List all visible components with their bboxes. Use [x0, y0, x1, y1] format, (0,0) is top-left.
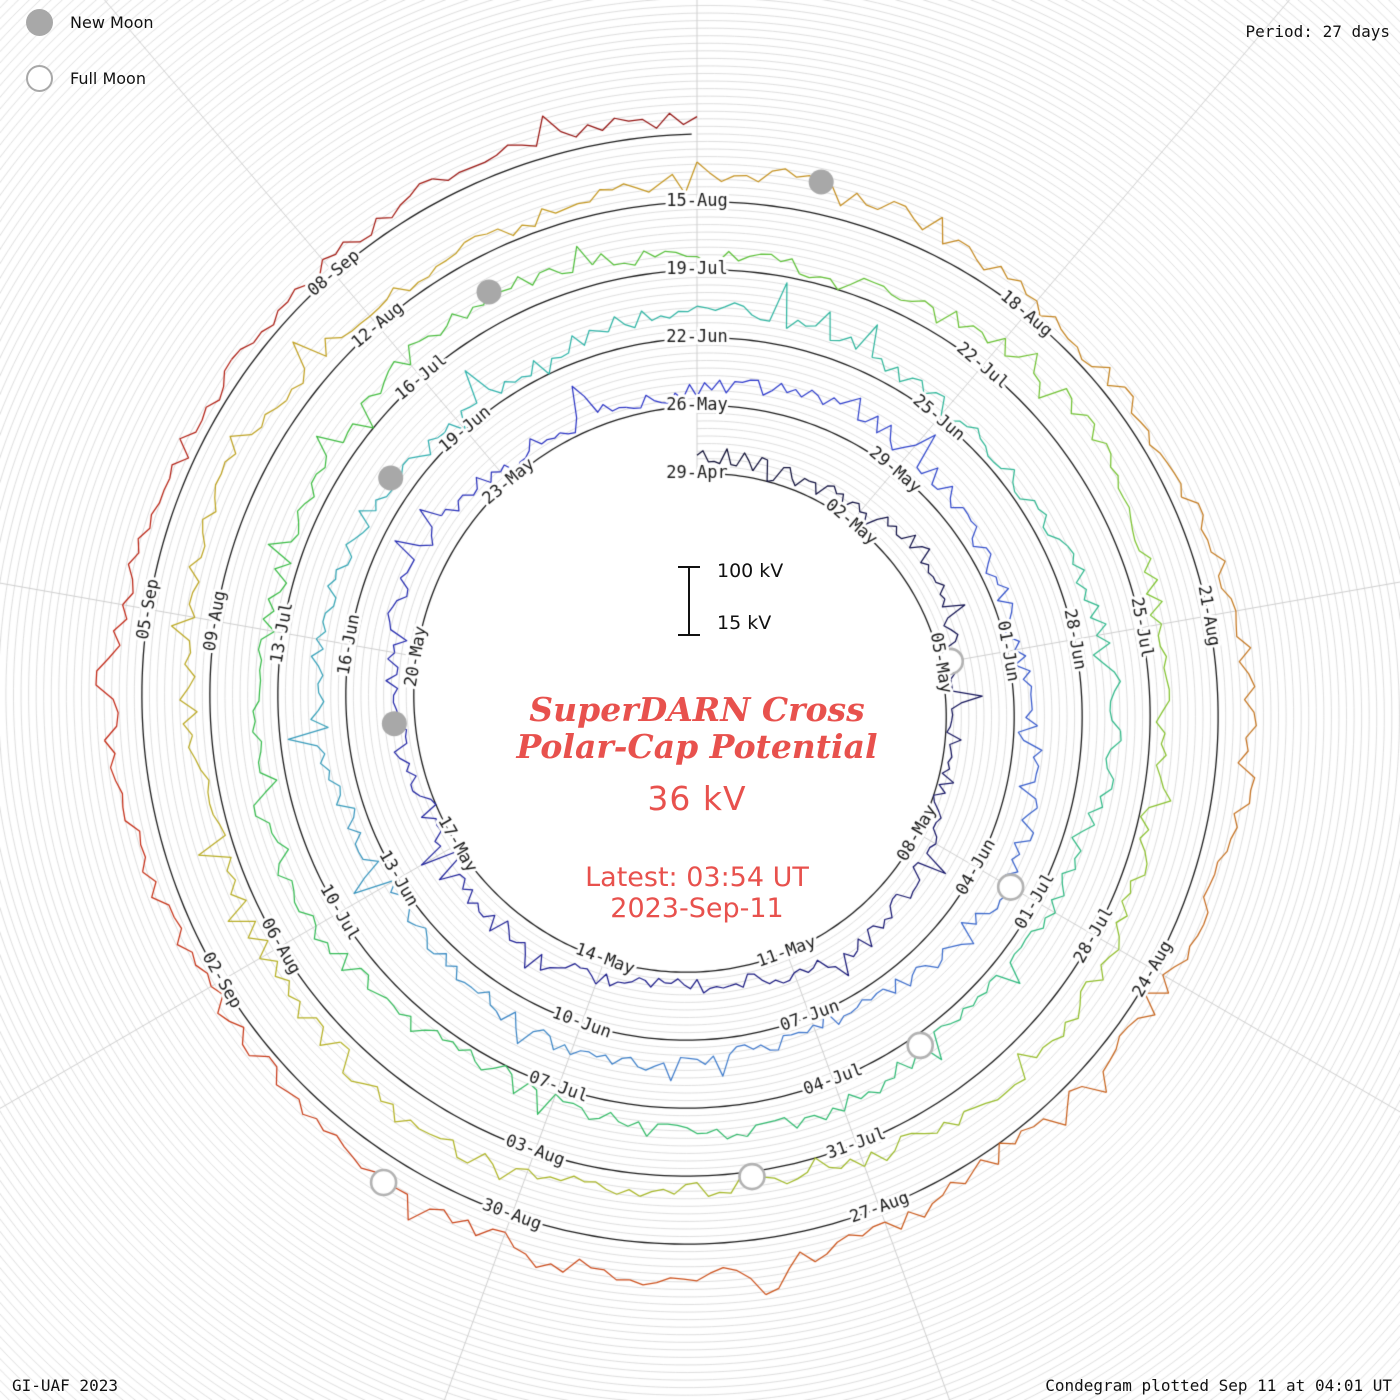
credit-left: GI-UAF 2023: [12, 1376, 118, 1395]
chart-title: SuperDARN Cross Polar-Cap Potential: [387, 690, 1007, 766]
latest-annotation: Latest: 03:54 UT 2023-Sep-11: [387, 862, 1007, 924]
legend-row-full-moon: Full Moon: [26, 64, 154, 92]
scale-bar-glyph: [676, 566, 702, 636]
new-moon-label: New Moon: [70, 12, 154, 32]
scale-bar-bottom-cap: [678, 634, 700, 636]
new-moon-icon: [26, 8, 53, 36]
current-value: 36 kV: [647, 778, 747, 818]
value-scale-bar: 100 kV 15 kV: [676, 560, 783, 636]
latest-time: Latest: 03:54 UT: [585, 861, 809, 893]
scale-bar-labels: 100 kV 15 kV: [717, 560, 783, 634]
center-annotation: SuperDARN Cross Polar-Cap Potential 36 k…: [387, 690, 1007, 924]
chart-title-line2: Polar-Cap Potential: [516, 726, 878, 766]
scale-min-label: 15 kV: [717, 612, 772, 634]
scale-max-label: 100 kV: [717, 560, 784, 582]
period-label: Period: 27 days: [1245, 22, 1391, 41]
legend-row-new-moon: New Moon: [26, 8, 154, 36]
full-moon-icon: [26, 64, 53, 92]
chart-title-line1: SuperDARN Cross: [529, 690, 865, 729]
scale-bar-stem: [688, 566, 690, 636]
full-moon-label: Full Moon: [70, 68, 146, 88]
moon-legend: New Moon Full Moon: [26, 8, 154, 120]
latest-date: 2023-Sep-11: [610, 892, 784, 924]
credit-right: Condegram plotted Sep 11 at 04:01 UT: [1045, 1376, 1392, 1395]
